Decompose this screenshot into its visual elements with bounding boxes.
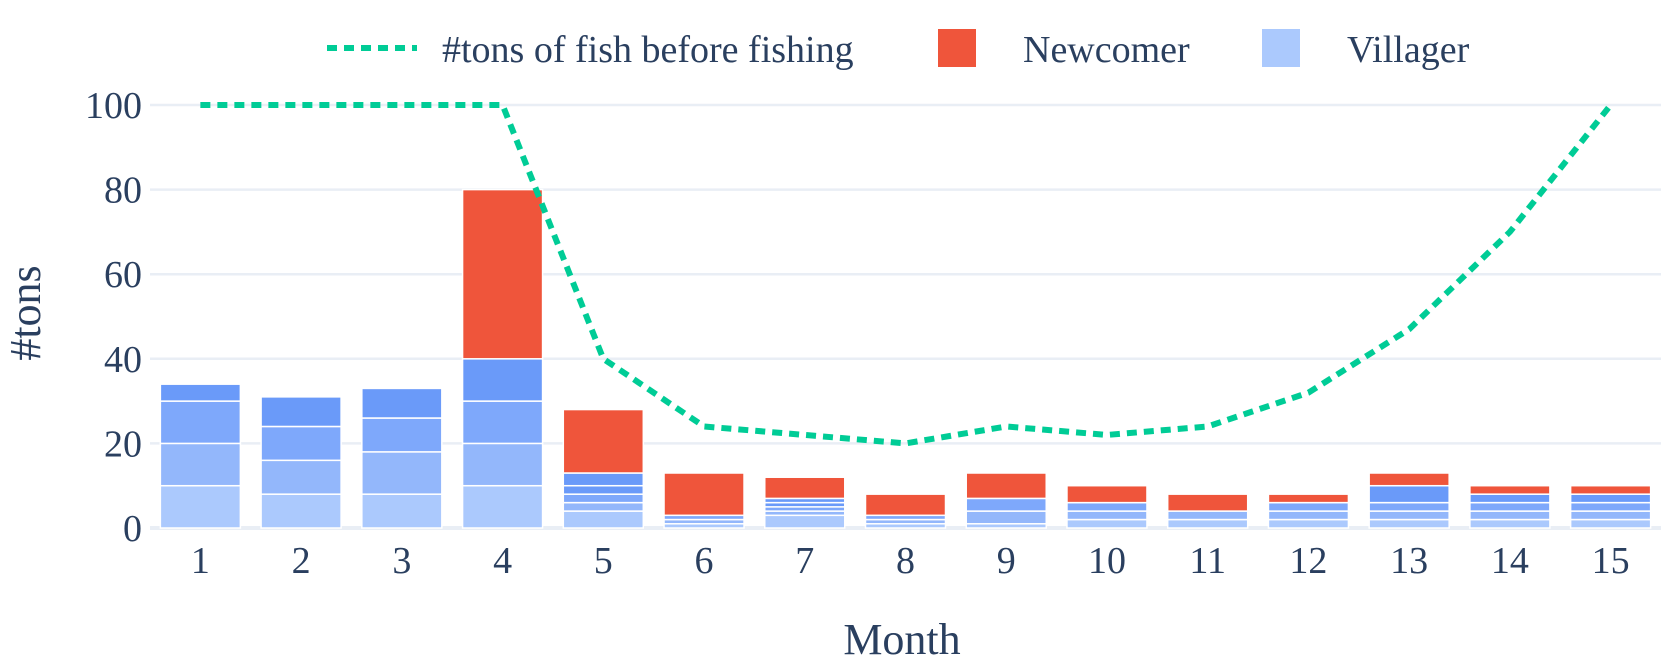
x-tick-label: 1: [191, 540, 210, 582]
bar-villager-segment: [562, 484, 645, 495]
bar-villager-segment: [159, 400, 242, 445]
bar-newcomer-segment: [461, 188, 544, 360]
x-tick-label: 2: [292, 540, 311, 582]
y-tick-label: 0: [123, 508, 142, 550]
y-tick-label: 40: [104, 339, 142, 381]
bar-villager-segment: [1469, 501, 1551, 512]
x-tick-label: 7: [795, 540, 814, 582]
y-tick-label: 100: [85, 85, 142, 127]
bar-villager-segment: [562, 472, 645, 487]
bar-villager-segment: [1066, 510, 1148, 521]
x-tick-label: 4: [493, 540, 512, 582]
x-tick-label: 12: [1289, 540, 1327, 582]
bar-villager-segment: [461, 358, 544, 402]
bar-villager-segment: [965, 497, 1047, 512]
bar-villager-segment: [260, 425, 342, 462]
bar-villager-segment: [461, 484, 544, 529]
bar-villager-segment: [1066, 518, 1148, 529]
bar-villager-segment: [1166, 518, 1249, 529]
x-tick-label: 3: [392, 540, 411, 582]
x-axis-title: Month: [843, 615, 960, 664]
bar-newcomer-segment: [864, 493, 947, 517]
bar-newcomer-segment: [1066, 484, 1148, 504]
x-tick-label: 13: [1390, 540, 1428, 582]
bar-newcomer-segment: [965, 472, 1047, 500]
bar-villager-segment: [461, 442, 544, 487]
bar-villager-segment: [1368, 484, 1450, 504]
bar-villager-segment: [159, 383, 242, 402]
x-axis-ticks: 1 2 3 4 5 6 7 8 9 10 11 12 13 14 15: [191, 540, 1630, 582]
bar-villager-segment: [562, 510, 645, 529]
bar-newcomer-segment: [764, 476, 846, 500]
x-tick-label: 5: [594, 540, 613, 582]
bar-villager-segment: [361, 451, 443, 495]
bar-villager-segment: [1166, 510, 1249, 521]
x-tick-label: 8: [896, 540, 915, 582]
x-tick-label: 10: [1088, 540, 1126, 582]
bar-villager-segment: [1469, 493, 1551, 504]
bar-villager-segment: [461, 400, 544, 445]
bar-villager-segment: [1368, 501, 1450, 512]
x-tick-label: 9: [997, 540, 1016, 582]
bar-newcomer-segment: [562, 408, 645, 474]
bar-villager-segment: [1569, 518, 1652, 529]
bar-villager-segment: [260, 459, 342, 495]
x-tick-label: 14: [1491, 540, 1529, 582]
bar-newcomer-segment: [1166, 493, 1249, 512]
bar-villager-segment: [562, 493, 645, 504]
bar-villager-segment: [260, 396, 342, 428]
bars: [159, 188, 1652, 529]
bar-villager-segment: [1569, 501, 1652, 512]
bar-villager-segment: [159, 442, 242, 487]
y-axis-title: #tons: [1, 265, 50, 360]
bar-villager-segment: [764, 514, 846, 529]
x-tick-label: 6: [695, 540, 714, 582]
bar-villager-segment: [562, 501, 645, 512]
bar-villager-segment: [1569, 493, 1652, 504]
legend-label-fish: #tons of fish before fishing: [442, 29, 854, 71]
y-tick-label: 20: [104, 423, 142, 465]
bar-villager-segment: [1469, 518, 1551, 529]
bar-villager-segment: [1368, 518, 1450, 529]
bar-newcomer-segment: [1267, 493, 1350, 504]
y-tick-label: 80: [104, 170, 142, 212]
bar-villager-segment: [965, 510, 1047, 525]
bar-villager-segment: [1368, 510, 1450, 521]
bar-villager-segment: [260, 493, 342, 529]
bar-newcomer-segment: [1569, 484, 1652, 495]
legend-villager-swatch: [1262, 29, 1300, 67]
y-axis-ticks: 0 20 40 60 80 100: [85, 85, 142, 550]
legend: #tons of fish before fishing Newcomer Vi…: [327, 29, 1470, 71]
bar-newcomer-segment: [663, 472, 745, 517]
bar-villager-segment: [1267, 501, 1350, 512]
legend-label-villager: Villager: [1347, 29, 1470, 71]
legend-label-newcomer: Newcomer: [1023, 29, 1190, 71]
bar-villager-segment: [1267, 518, 1350, 529]
legend-newcomer-swatch: [938, 29, 976, 67]
bar-villager-segment: [1066, 501, 1148, 512]
bar-villager-segment: [361, 387, 443, 419]
bar-villager-segment: [1469, 510, 1551, 521]
y-tick-label: 60: [104, 254, 142, 296]
x-tick-label: 11: [1189, 540, 1226, 582]
bar-villager-segment: [159, 484, 242, 529]
bar-villager-segment: [1267, 510, 1350, 521]
bar-villager-segment: [361, 417, 443, 453]
bar-villager-segment: [361, 493, 443, 529]
bar-newcomer-segment: [1469, 484, 1551, 495]
bar-newcomer-segment: [1368, 472, 1450, 487]
x-tick-label: 15: [1592, 540, 1630, 582]
bar-villager-segment: [1569, 510, 1652, 521]
